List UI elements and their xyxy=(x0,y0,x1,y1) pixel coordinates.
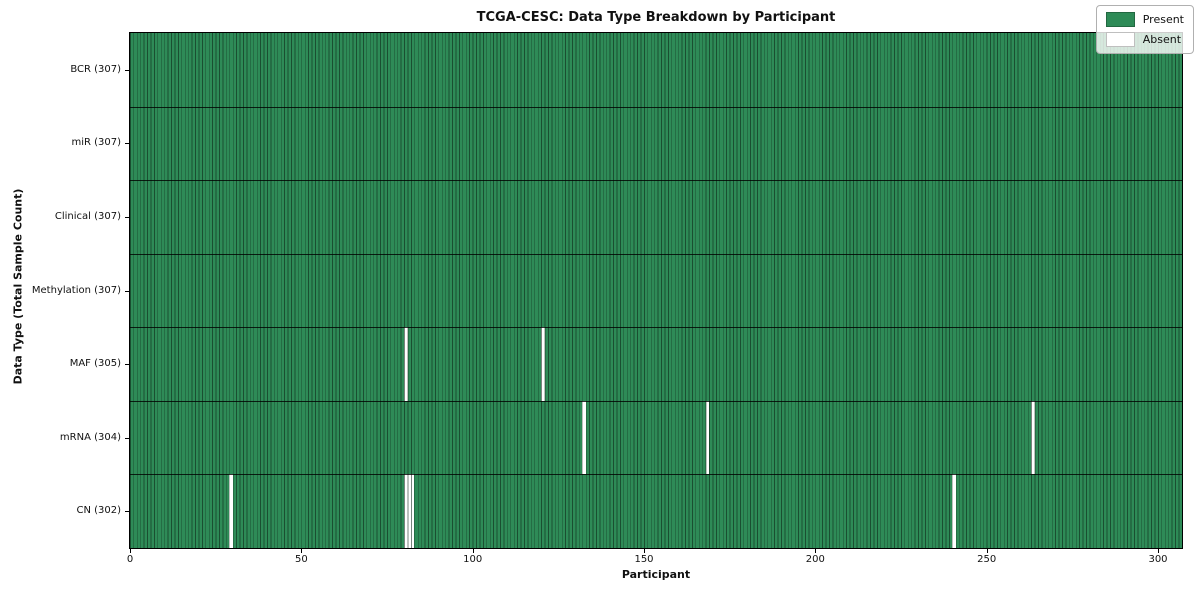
row-MAF xyxy=(130,327,1182,401)
row-mRNA xyxy=(130,400,1182,475)
row-BCR xyxy=(130,33,1182,107)
x-axis-label: Participant xyxy=(621,568,691,581)
y-tick-mark xyxy=(125,290,129,292)
row-label-CN: CN (302) xyxy=(76,505,121,517)
x-tick-label: 0 xyxy=(126,554,134,565)
row-boundary xyxy=(130,400,1182,402)
row-boundary xyxy=(130,180,1182,182)
row-label-BCR: BCR (307) xyxy=(70,63,121,75)
x-tick-mark xyxy=(1158,549,1159,553)
absent-cell xyxy=(229,474,233,548)
x-tick-mark xyxy=(472,549,474,553)
legend-label: Absent xyxy=(1142,33,1182,46)
y-tick-mark xyxy=(125,69,129,71)
x-tick-label: 200 xyxy=(805,554,825,565)
x-tick-label: 50 xyxy=(294,554,308,565)
row-label-miR: miR (307) xyxy=(71,137,121,149)
row-Clinical xyxy=(130,180,1182,254)
row-label-Methylation: Methylation (307) xyxy=(31,284,121,296)
y-tick-mark xyxy=(125,511,129,513)
y-tick-mark xyxy=(125,216,129,218)
absent-cell xyxy=(952,474,956,548)
y-tick-mark xyxy=(125,364,129,366)
absent-cell xyxy=(1031,400,1035,475)
x-tick-label: 150 xyxy=(634,554,654,565)
plot-area xyxy=(129,32,1183,549)
row-label-MAF: MAF (305) xyxy=(69,358,121,370)
x-tick-mark xyxy=(644,549,645,553)
row-CN xyxy=(130,474,1182,548)
row-Methylation xyxy=(130,253,1182,328)
x-tick-label: 100 xyxy=(463,554,483,565)
row-boundary xyxy=(130,474,1182,476)
x-tick-mark xyxy=(815,549,817,553)
row-label-Clinical: Clinical (307) xyxy=(54,210,121,222)
x-tick-mark xyxy=(301,549,303,553)
row-boundary xyxy=(130,253,1182,255)
row-label-mRNA: mRNA (304) xyxy=(59,431,121,443)
absent-cell xyxy=(410,474,415,548)
absent-cell xyxy=(541,327,545,401)
x-tick-label: 300 xyxy=(1148,554,1168,565)
legend-label: Present xyxy=(1142,13,1184,26)
legend: Present Absent xyxy=(1095,5,1194,54)
y-tick-mark xyxy=(125,143,129,145)
row-boundary xyxy=(130,106,1182,108)
absent-cell xyxy=(404,327,408,401)
legend-swatch-absent xyxy=(1105,32,1135,47)
row-miR xyxy=(130,106,1182,181)
legend-swatch-present xyxy=(1105,12,1135,27)
absent-cell xyxy=(582,400,586,475)
chart-title: TCGA-CESC: Data Type Breakdown by Partic… xyxy=(476,10,836,25)
y-tick-mark xyxy=(125,437,129,439)
row-boundary xyxy=(130,327,1182,329)
x-tick-label: 250 xyxy=(977,554,997,565)
legend-item-present: Present xyxy=(1105,12,1184,27)
legend-item-absent: Absent xyxy=(1105,32,1184,47)
x-tick-mark xyxy=(986,549,988,553)
absent-cell xyxy=(705,400,710,475)
x-tick-mark xyxy=(130,549,131,553)
